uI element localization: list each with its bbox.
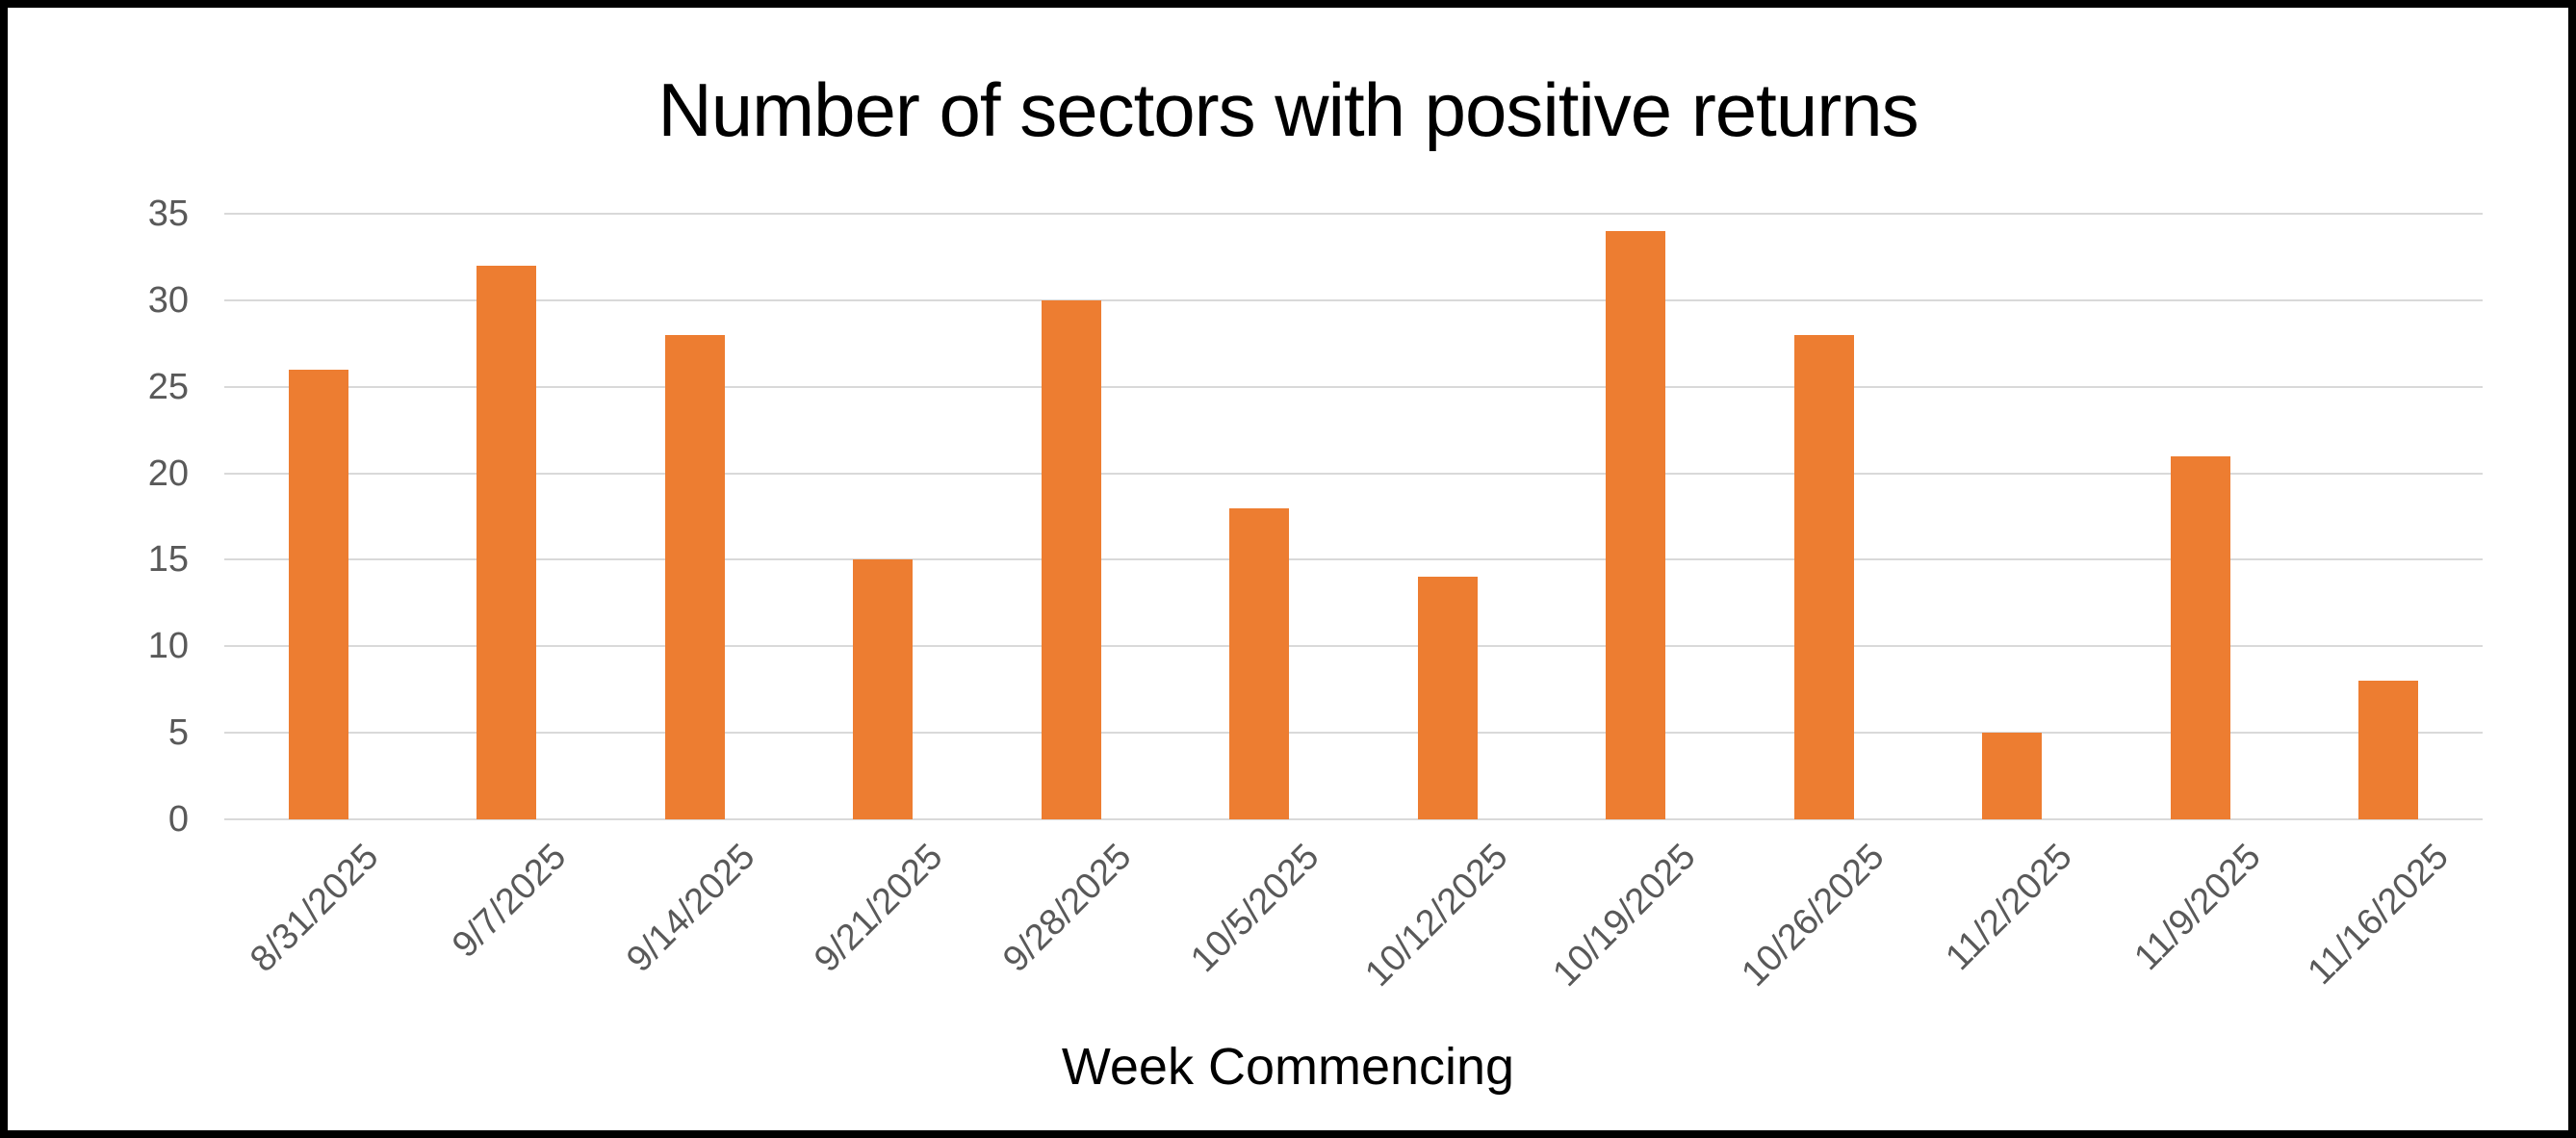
bar xyxy=(2358,681,2419,819)
gridline xyxy=(224,213,2483,215)
x-tick-label: 10/26/2025 xyxy=(1733,836,1893,995)
y-tick-label: 25 xyxy=(147,366,189,407)
x-axis-title: Week Commencing xyxy=(1061,1038,1515,1096)
bar xyxy=(2170,455,2230,819)
x-tick-label: 8/31/2025 xyxy=(242,836,387,980)
bar xyxy=(1982,733,2043,819)
y-tick-label: 10 xyxy=(147,626,189,667)
x-tick-label: 9/7/2025 xyxy=(445,836,575,967)
bar xyxy=(664,334,725,819)
chart-title: Number of sectors with positive returns xyxy=(657,67,1919,152)
y-tick-label: 30 xyxy=(147,279,189,321)
y-tick-label: 15 xyxy=(147,539,189,581)
gridline xyxy=(224,472,2483,475)
y-tick-label: 0 xyxy=(167,799,189,840)
bar xyxy=(477,265,537,819)
x-tick-label: 10/19/2025 xyxy=(1545,836,1704,995)
y-tick-label: 20 xyxy=(147,453,189,494)
y-tick-label: 5 xyxy=(167,712,189,754)
x-tick-label: 11/16/2025 xyxy=(2300,836,2457,993)
bar xyxy=(1793,334,1854,819)
gridline xyxy=(224,645,2483,648)
gridline xyxy=(224,818,2483,820)
bar xyxy=(1041,299,1101,819)
x-tick-label: 9/21/2025 xyxy=(807,836,951,980)
bar xyxy=(1229,507,1290,819)
x-tick-label: 9/28/2025 xyxy=(994,836,1140,980)
y-tick-label: 35 xyxy=(147,194,189,234)
gridline xyxy=(224,298,2483,301)
x-tick-label: 11/2/2025 xyxy=(1938,836,2080,978)
x-tick-label: 9/14/2025 xyxy=(618,836,763,980)
x-tick-label: 10/5/2025 xyxy=(1183,836,1327,980)
gridline xyxy=(224,732,2483,735)
bar xyxy=(853,559,914,819)
bar xyxy=(1606,230,1666,819)
bar xyxy=(288,369,348,819)
gridline xyxy=(224,558,2483,561)
bar xyxy=(1417,577,1478,819)
x-tick-label: 10/12/2025 xyxy=(1356,836,1516,995)
x-tick-label: 11/9/2025 xyxy=(2125,836,2269,978)
gridline xyxy=(224,385,2483,388)
